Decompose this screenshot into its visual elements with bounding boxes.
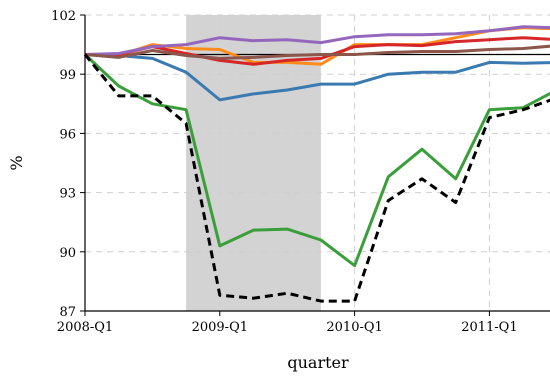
y-tick-label: 96 [59,127,76,142]
series-line-5 [84,25,550,56]
series-line-7 [83,53,550,303]
series-lines [83,25,550,303]
y-tick-label: 90 [59,246,76,261]
x-tick-label: 2008-Q1 [57,320,113,335]
y-tick-label: 93 [59,187,76,202]
series-line-6 [84,44,550,60]
x-axis-label: quarter [287,353,349,372]
y-tick-label: 102 [51,9,76,24]
y-tick-label: 99 [59,68,76,83]
axes [80,14,550,316]
series-line-4 [85,36,550,66]
series-line-1 [84,53,550,102]
tick-labels: 87 90 93 96 99 102 2008-Q1 2009-Q1 2010-Q1 2011-Q… [51,9,517,335]
x-tick-label: 2011-Q1 [461,320,517,335]
x-tick-label: 2010-Q1 [326,320,382,335]
y-axis-label: % [7,155,26,170]
x-tick-label: 2009-Q1 [192,320,248,335]
y-tick-label: 87 [59,305,76,320]
series-line-3 [83,53,550,268]
